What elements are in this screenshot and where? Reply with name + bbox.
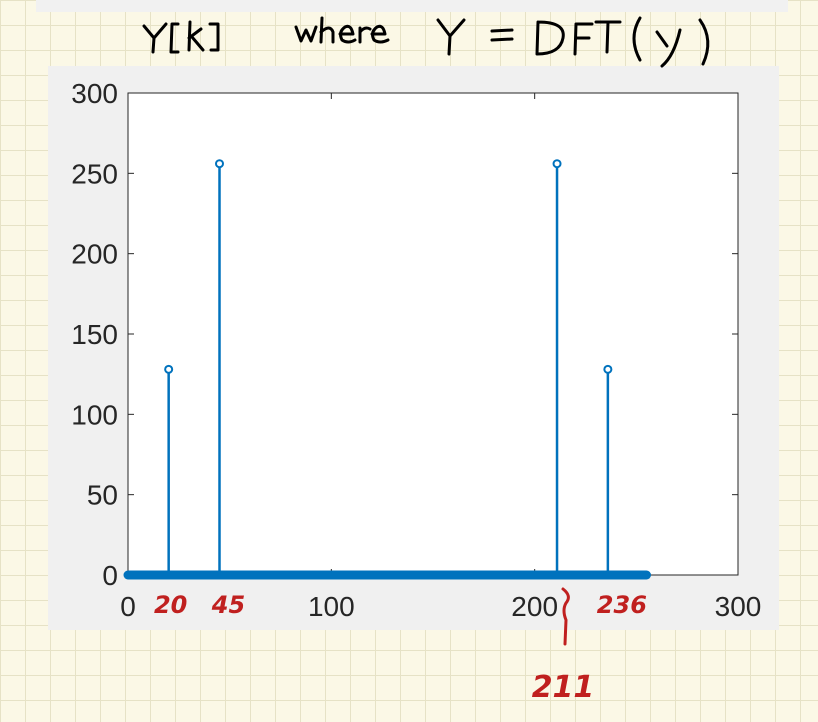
x-tick-label: 100 <box>308 591 355 622</box>
annotation-211-pointer <box>561 587 570 646</box>
annotation-20: 20 <box>154 591 187 619</box>
x-tick-label: 300 <box>715 591 762 622</box>
figure-top-strip <box>36 0 788 12</box>
stem-marker <box>215 159 224 169</box>
y-tick-label: 150 <box>71 319 118 350</box>
annotation-211: 211 <box>532 670 595 705</box>
y-tick-label: 50 <box>87 480 118 511</box>
annotation-236: 236 <box>597 591 647 619</box>
x-tick-label: 200 <box>511 591 558 622</box>
stem-marker <box>603 364 613 374</box>
x-tick-label: 0 <box>120 591 136 622</box>
y-tick-label: 250 <box>71 158 118 189</box>
y-tick-label: 200 <box>71 239 118 270</box>
y-tick-label: 100 <box>71 399 118 430</box>
y-tick-label: 300 <box>71 78 118 109</box>
stem-marker <box>552 159 562 169</box>
y-tick-label: 0 <box>102 560 118 591</box>
stem-marker <box>164 364 174 374</box>
annotation-45: 45 <box>211 591 245 619</box>
chart-title-handwritten <box>142 16 710 68</box>
